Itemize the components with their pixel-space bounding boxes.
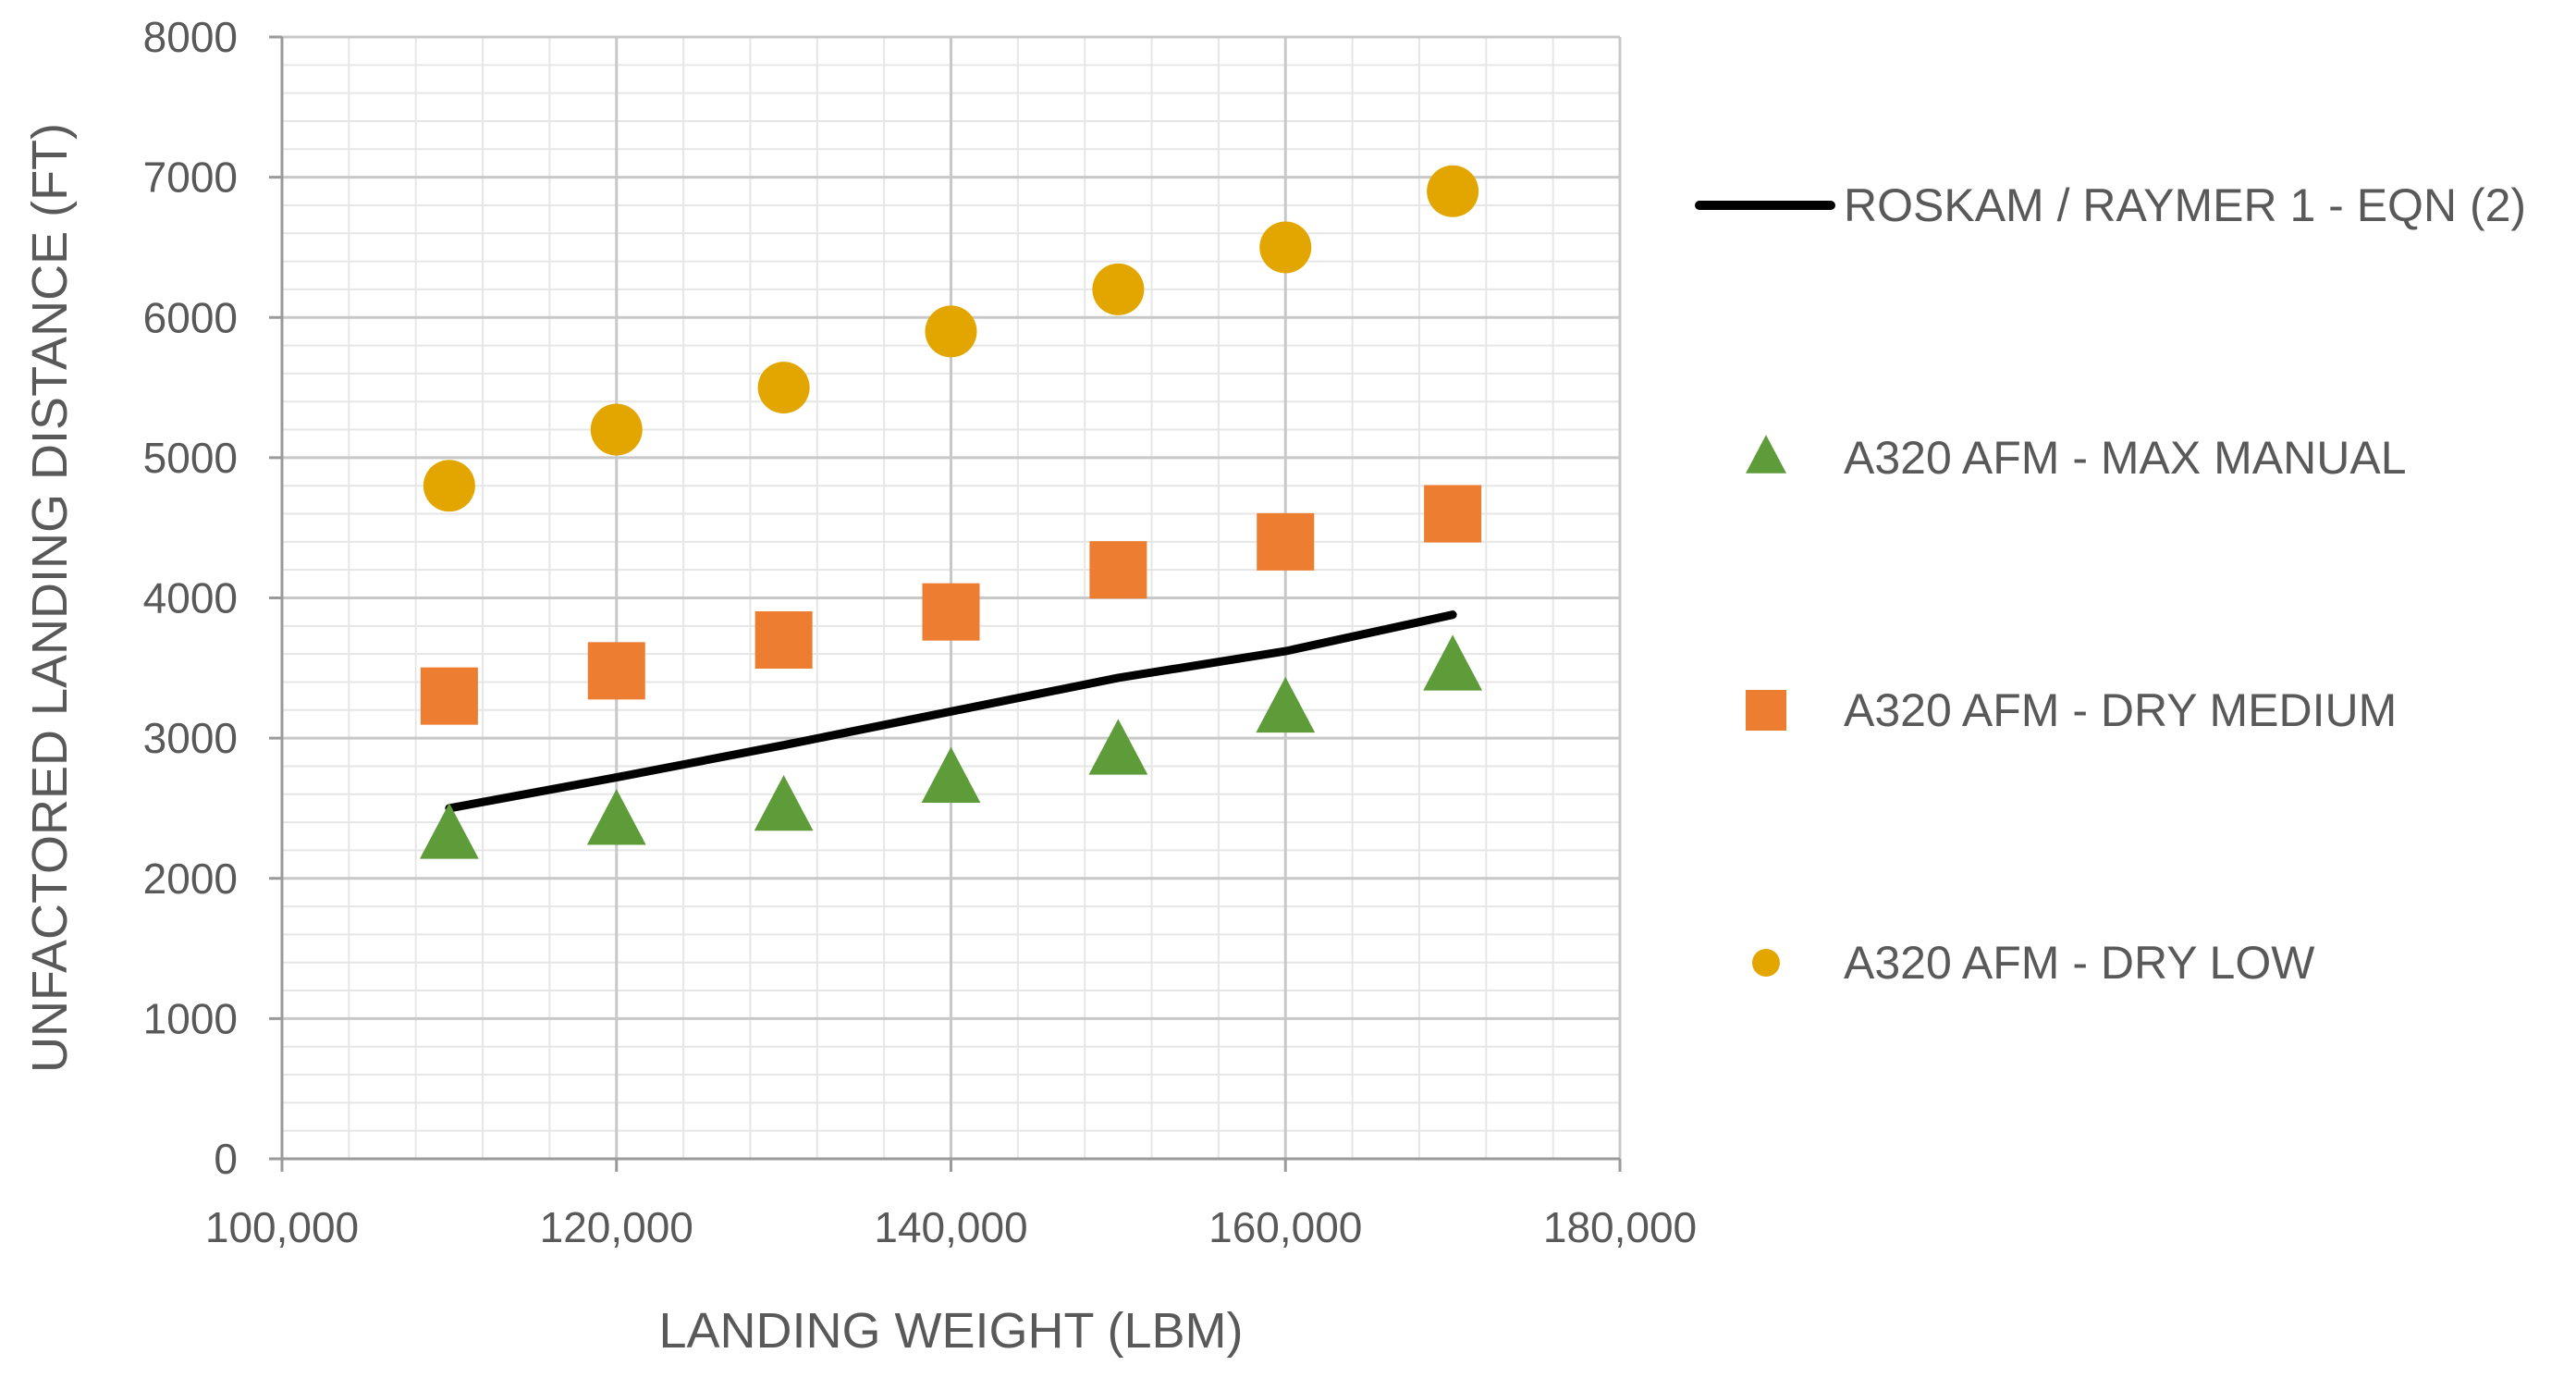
data-point-square [1424, 485, 1482, 543]
legend-item-3: A320 AFM - DRY LOW [1752, 937, 2315, 989]
x-tick-label: 120,000 [540, 1203, 693, 1251]
data-point-triangle [921, 746, 981, 803]
y-tick-label: 1000 [143, 994, 238, 1042]
x-axis-title: LANDING WEIGHT (LBM) [658, 1303, 1243, 1359]
data-point-triangle [1256, 676, 1316, 733]
legend-marker-triangle [1746, 435, 1786, 474]
series-0 [445, 610, 1457, 813]
legend-item-1: A320 AFM - MAX MANUAL [1746, 432, 2407, 484]
legend-label: ROSKAM / RAYMER 1 - EQN (2) [1844, 179, 2526, 231]
legend-item-0: ROSKAM / RAYMER 1 - EQN (2) [1695, 179, 2526, 231]
series-1 [419, 634, 1483, 859]
y-tick-label: 3000 [143, 714, 238, 762]
data-point-triangle [1423, 634, 1483, 691]
y-tick-label: 5000 [143, 434, 238, 482]
y-tick-label: 4000 [143, 574, 238, 622]
legend-label: A320 AFM - MAX MANUAL [1844, 432, 2407, 484]
data-point-circle [590, 403, 643, 456]
gridlines [280, 35, 1622, 1161]
legend-marker-circle [1752, 949, 1780, 977]
data-point-circle [757, 362, 810, 414]
series-3 [423, 165, 1479, 512]
data-point-circle [423, 460, 475, 512]
data-point-square [922, 583, 980, 641]
axes: 100,000 120,000 140,000 160,000 180,000 0 1000… [143, 13, 1697, 1251]
legend-marker-square [1746, 690, 1786, 731]
y-axis-title: UNFACTORED LANDING DISTANCE (FT) [22, 123, 78, 1073]
y-tick-label: 8000 [143, 13, 238, 61]
data-point-square [587, 642, 645, 700]
x-tick-label: 160,000 [1208, 1203, 1362, 1251]
data-point-triangle [1088, 719, 1148, 775]
legend-label: A320 AFM - DRY LOW [1844, 937, 2315, 989]
data-point-triangle [419, 803, 479, 859]
data-point-square [1257, 512, 1315, 571]
x-tick-label: 140,000 [874, 1203, 1027, 1251]
data-point-triangle [754, 774, 814, 831]
y-tick-label: 7000 [143, 154, 238, 202]
data-point-square [1089, 541, 1147, 599]
data-point-circle [1259, 221, 1312, 274]
y-tick-label: 6000 [143, 293, 238, 341]
data-point-circle [1427, 165, 1479, 217]
legend: ROSKAM / RAYMER 1 - EQN (2) A320 AFM - MA… [1695, 179, 2526, 989]
legend-label: A320 AFM - DRY MEDIUM [1844, 684, 2397, 736]
y-tick-label: 0 [214, 1135, 238, 1183]
series-2 [420, 485, 1482, 725]
data-point-circle [1092, 263, 1145, 315]
data-series [419, 165, 1483, 859]
x-tick-label: 100,000 [205, 1203, 359, 1251]
data-point-circle [925, 305, 977, 358]
data-point-square [420, 667, 478, 725]
x-tick-label: 180,000 [1543, 1203, 1697, 1251]
series-line [445, 610, 1457, 813]
data-point-square [754, 610, 813, 669]
data-point-triangle [586, 789, 646, 845]
y-tick-label: 2000 [143, 855, 238, 903]
legend-item-2: A320 AFM - DRY MEDIUM [1746, 684, 2397, 736]
